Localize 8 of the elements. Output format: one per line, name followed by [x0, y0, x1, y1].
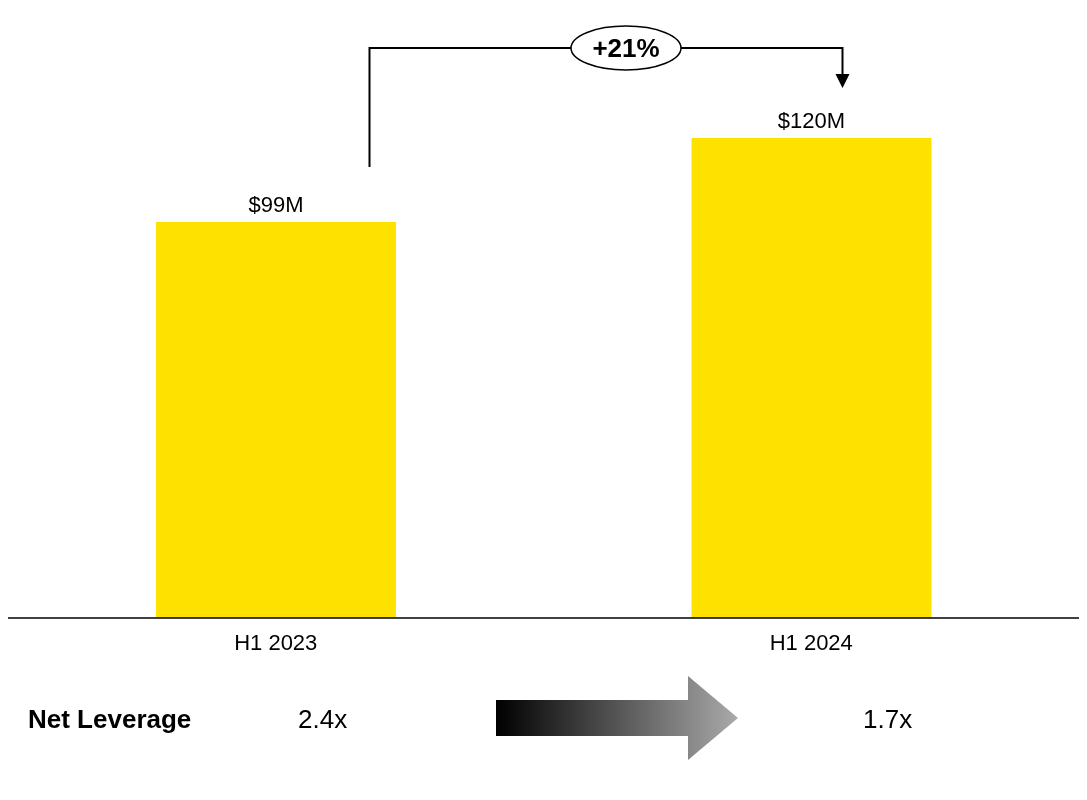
- text: Net Leverage: [28, 704, 192, 734]
- data-label: $120M: [777, 108, 846, 133]
- x-tick-label: H1 2023: [234, 629, 318, 655]
- x-tick-label: H1 2024: [769, 629, 853, 655]
- text: 2.4x: [298, 704, 348, 734]
- text: +21%: [592, 33, 660, 63]
- text: 1.7x: [863, 704, 913, 734]
- data-label: $99M: [248, 192, 304, 217]
